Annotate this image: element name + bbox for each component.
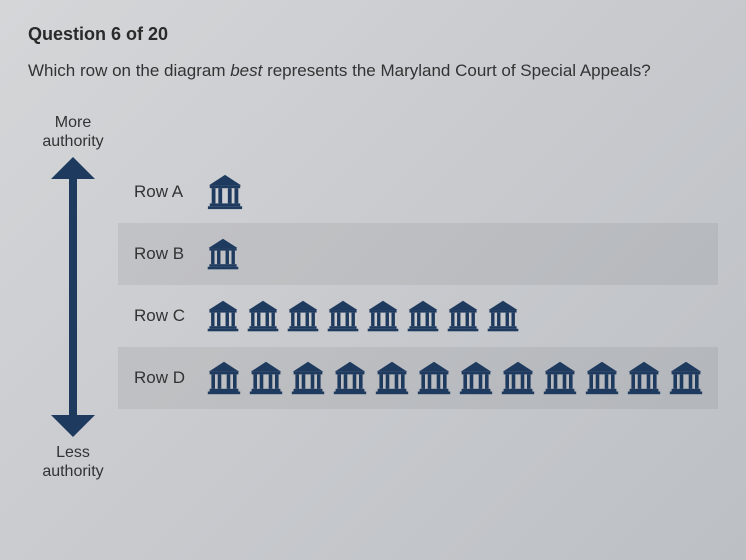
court-icon [416,360,452,396]
question-post: represents the Maryland Court of Special… [262,61,650,80]
row-label: Row A [134,182,192,202]
axis-bot-line1: Less [56,444,90,461]
court-icon [668,360,704,396]
court-icon [326,299,360,333]
court-diagram: More authority Less authority Row A Row … [28,113,718,482]
row-label: Row B [134,244,192,264]
court-icon [290,360,326,396]
axis-top-line2: authority [42,133,103,150]
court-icon [206,237,240,271]
court-icon [500,360,536,396]
row-label: Row D [134,368,192,388]
question-text: Which row on the diagram best represents… [28,59,718,83]
diagram-row: Row C [118,285,718,347]
row-icons [206,237,240,271]
court-icon [206,360,242,396]
question-emphasis: best [230,61,262,80]
authority-axis: More authority Less authority [28,113,118,482]
court-icon [332,360,368,396]
court-icon [406,299,440,333]
axis-top-line1: More [55,114,91,131]
row-icons [206,173,244,211]
row-icons [206,299,520,333]
axis-label-bottom: Less authority [42,443,103,481]
question-pre: Which row on the diagram [28,61,230,80]
double-arrow-icon [51,157,95,437]
diagram-row: Row B [118,223,718,285]
axis-bot-line2: authority [42,463,103,480]
question-number: Question 6 of 20 [28,24,718,45]
court-icon [458,360,494,396]
rows-container: Row A Row B Row C [118,113,718,482]
court-icon [246,299,280,333]
court-icon [286,299,320,333]
row-label: Row C [134,306,192,326]
court-icon [446,299,480,333]
diagram-row: Row D [118,347,718,409]
diagram-row: Row A [118,161,718,223]
axis-label-top: More authority [42,113,103,151]
row-icons [206,360,704,396]
court-icon [374,360,410,396]
court-icon [542,360,578,396]
court-icon [626,360,662,396]
court-icon [248,360,284,396]
court-icon [366,299,400,333]
court-icon [486,299,520,333]
court-icon [206,173,244,211]
court-icon [584,360,620,396]
court-icon [206,299,240,333]
